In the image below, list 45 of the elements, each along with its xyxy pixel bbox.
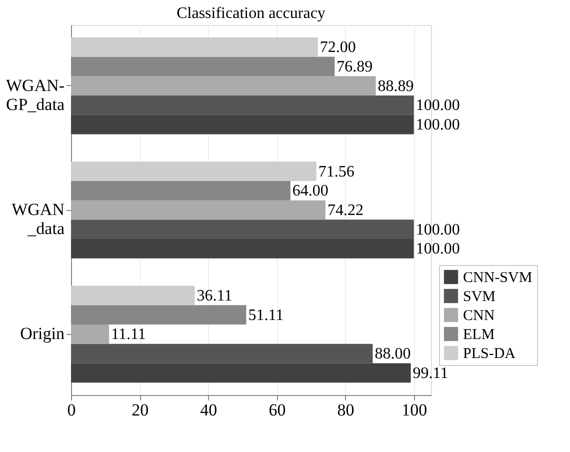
data-label: 99.11 [412, 364, 448, 382]
bar [71, 220, 414, 240]
data-label: 74.22 [327, 202, 364, 219]
x-tick-label: 60 [268, 400, 286, 420]
bar [71, 162, 316, 181]
data-label: 88.00 [374, 346, 411, 363]
data-label: 11.11 [111, 326, 146, 344]
data-label: 36.11 [196, 287, 232, 304]
legend-label: SVM [463, 289, 496, 305]
data-label: 100.00 [416, 221, 460, 238]
x-tick-label: 100 [402, 400, 428, 420]
chart-title: Classification accuracy [176, 5, 326, 22]
x-tick-label: 40 [200, 400, 218, 420]
bar [71, 363, 411, 383]
y-tick-label: WGAN- GP_data [6, 76, 65, 114]
data-label: 100.00 [416, 116, 460, 134]
bar [71, 344, 373, 364]
bar [71, 286, 195, 306]
data-label: 76.89 [336, 58, 373, 76]
y-tick-label: WGAN _data [12, 200, 65, 238]
bar [71, 180, 290, 200]
x-tick-label: 0 [67, 400, 76, 420]
bar [71, 76, 376, 96]
data-label: 71.56 [318, 163, 354, 180]
data-label: 88.89 [378, 78, 414, 95]
bar [71, 37, 318, 57]
data-label: 72.00 [320, 39, 356, 56]
legend-label: CNN [463, 308, 495, 324]
bar [71, 96, 414, 115]
legend-label: ELM [463, 327, 495, 343]
bar [71, 114, 414, 134]
data-label: 100.00 [416, 97, 460, 114]
bar [71, 324, 110, 344]
data-label: 51.11 [248, 306, 284, 324]
bar [71, 56, 335, 76]
legend-label: PLS-DA [463, 346, 516, 362]
x-tick-label: 80 [337, 400, 354, 420]
y-tick-label: Origin [20, 324, 65, 344]
bar [71, 239, 414, 258]
x-tick-label: 20 [132, 400, 149, 420]
bar [71, 200, 326, 220]
data-label: 64.00 [292, 182, 328, 200]
data-label: 100.00 [416, 240, 460, 258]
bar [71, 305, 246, 324]
legend-label: CNN-SVM [463, 270, 532, 286]
